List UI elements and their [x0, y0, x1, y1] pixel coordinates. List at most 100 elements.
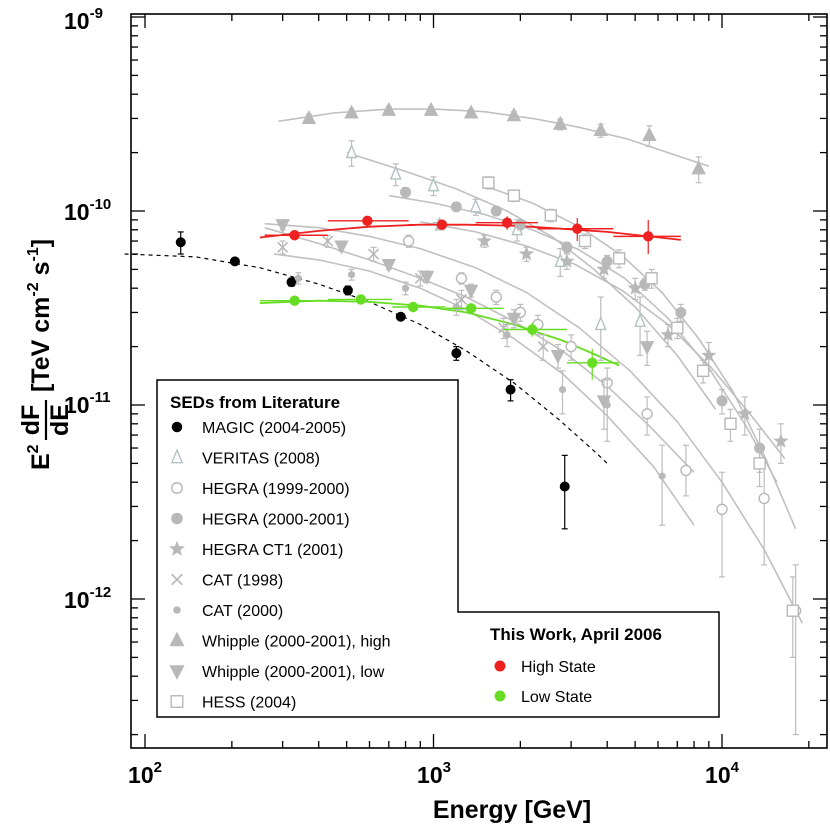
cat-2000-point	[503, 331, 511, 339]
hess-2004-point	[544, 209, 557, 222]
hegra-1999-2000-point	[716, 503, 728, 515]
hegra-ct1-2001-point	[737, 405, 753, 421]
magic-2004-2005-point	[559, 481, 570, 492]
hegra-1999-2000-point	[490, 291, 502, 303]
legend-label-whipple-2000-2001-low: Whipple (2000-2001), low	[202, 664, 385, 681]
whipple-2000-2001-low-point	[334, 240, 349, 255]
whipple-2000-2001-low-point	[275, 219, 290, 234]
legend-entries: MAGIC (2004-2005) VERITAS (2008) HEGRA (19…	[169, 420, 596, 712]
cat-2000-point	[401, 284, 410, 292]
legend-entry-whipple-2000-2001-high: Whipple (2000-2001), high	[169, 631, 391, 651]
legend-entry-low-state: Low State	[494, 689, 592, 706]
high-state-point	[289, 230, 300, 241]
cat-2000-point	[452, 303, 460, 311]
low-state-fit-line	[259, 299, 620, 367]
low-state-point	[465, 303, 477, 314]
hegra-2000-2001-point	[675, 306, 687, 318]
low-state-point	[355, 294, 367, 305]
hegra-1999-2000-point	[455, 272, 468, 284]
legend-entry-hegra-1999-2000: HEGRA (1999-2000)	[171, 481, 350, 498]
legend-entry-hegra-2000-2001: HEGRA (2000-2001)	[171, 512, 350, 529]
whipple-2000-2001-high-point	[553, 115, 568, 130]
whipple-2000-2001-high-point	[463, 104, 479, 119]
legend-marker-high-state	[494, 660, 506, 672]
whipple-2000-2001-high-point	[506, 107, 522, 122]
high-state-point	[572, 223, 583, 234]
whipple-2000-2001-low-point	[639, 341, 655, 356]
cat-2000-series	[294, 268, 666, 526]
veritas-2008-point	[594, 315, 607, 331]
hegra-1999-2000-point	[565, 340, 577, 353]
low-state-series	[259, 294, 620, 380]
plot-frame	[130, 13, 828, 749]
x-tick-label-1e4: 104	[705, 759, 740, 788]
y-axis-title-units: [TeV cm-2 s-1]	[25, 239, 55, 392]
ct1-fit-line	[420, 221, 786, 459]
hess-2004-point	[696, 364, 710, 378]
legend-label-cat-1998: CAT (1998)	[202, 573, 283, 590]
hegra-ct1-2001-point	[701, 347, 717, 362]
x-axis-title: Energy [GeV]	[433, 796, 591, 824]
cat-2000-point	[347, 271, 356, 279]
legend-label-low-state: Low State	[521, 689, 592, 706]
hess-2004-point	[482, 176, 495, 189]
whipple-2000-2001-high-point	[691, 160, 706, 175]
cat-1998-point	[277, 241, 289, 253]
legend-entry-hess-2004: HESS (2004)	[170, 695, 296, 712]
cat-fit-line	[273, 253, 695, 526]
hegra-ct1-2001-point	[559, 253, 575, 268]
hegra-2000-2001-point	[490, 205, 502, 217]
magic-2004-2005-point	[451, 348, 462, 359]
hess-2004-point	[645, 272, 658, 285]
legend-entry-cat-2000: CAT (2000)	[173, 603, 283, 620]
whipple-2000-2001-high-point	[423, 101, 439, 116]
hegra-ct1-2001-point	[773, 433, 789, 448]
cat-1998-point-stroke	[368, 248, 380, 260]
hess-2004-point	[724, 417, 737, 431]
veritas-2008-point	[469, 198, 482, 213]
whipple-2000-2001-low-point	[381, 258, 397, 273]
whipple-2000-2001-high-series	[301, 101, 706, 184]
whipple-2000-2001-low-point	[419, 270, 435, 285]
legend-entry-veritas-2008: VERITAS (2008)	[170, 448, 320, 468]
data-points	[175, 101, 802, 736]
legend-label-veritas-2008: VERITAS (2008)	[202, 451, 320, 468]
legend-marker-magic-2004-2005	[171, 421, 183, 433]
low-state-point	[587, 357, 598, 369]
whipple-2000-2001-high-point	[642, 127, 657, 142]
hess-2004-point	[507, 189, 521, 202]
y-axis-title-frac-num: dF	[17, 405, 45, 436]
hess-2004-point	[753, 457, 766, 470]
whipple-2000-2001-low-point	[596, 395, 612, 410]
legend-marker-cat-1998	[171, 573, 183, 586]
magic-2004-2005-point	[229, 256, 240, 267]
low-state-point	[289, 295, 300, 306]
hegra-ct1-2001-point	[660, 326, 676, 342]
veritas-2008-point	[345, 143, 358, 159]
legend-marker-whipple-2000-2001-high	[169, 631, 185, 647]
legend-this-work-title: This Work, April 2006	[490, 625, 662, 644]
axis-ticks	[131, 14, 827, 748]
hegra-1999-2000-point	[402, 235, 415, 247]
legend-label-high-state: High State	[521, 659, 596, 676]
high-state-point	[436, 219, 448, 230]
magic-2004-2005-point	[505, 384, 516, 395]
legend-marker-low-state	[494, 690, 506, 702]
cat-1998-point-stroke	[322, 235, 334, 247]
hegra-2000-2001-point	[450, 201, 462, 213]
legend-marker-hess-2004	[170, 695, 184, 708]
legend-label-hegra-2000-2001: HEGRA (2000-2001)	[202, 512, 350, 529]
high-state-fit-line	[259, 223, 681, 241]
legend-label-hegra-1999-2000: HEGRA (1999-2000)	[202, 481, 350, 498]
low-state-point	[407, 301, 419, 313]
low-state-point	[527, 324, 538, 335]
hess-2004-point	[786, 604, 800, 617]
legend-entry-cat-1998: CAT (1998)	[171, 573, 283, 590]
cat-1998-point-stroke	[455, 293, 468, 306]
hegra-ct1-2001-point	[476, 233, 492, 248]
legend-marker-hegra-1999-2000	[171, 482, 183, 494]
legend-entry-high-state: High State	[494, 659, 596, 676]
hegra-ct1-2001-point	[518, 246, 535, 261]
cat-1998-point	[455, 293, 468, 306]
